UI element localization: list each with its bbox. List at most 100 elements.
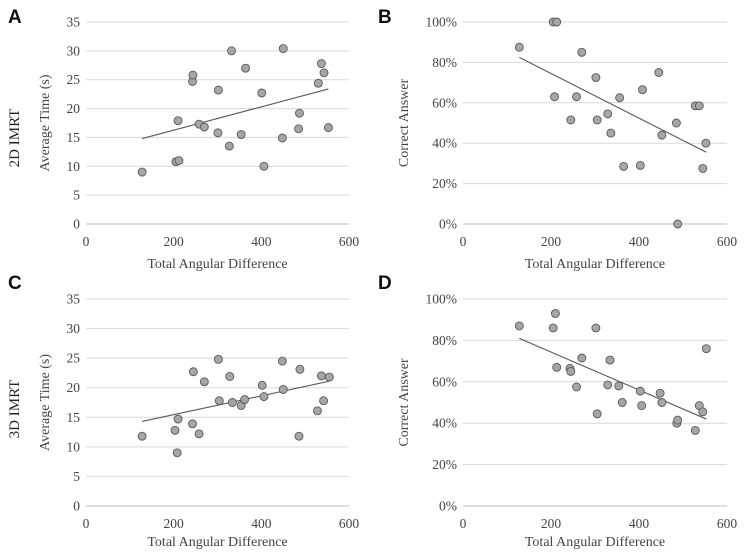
y-tick-label-a-0: 0 <box>73 217 80 232</box>
panel-letter-c: C <box>8 273 22 294</box>
data-point-b-17 <box>671 118 681 128</box>
y-axis-title-a: Average Time (s) <box>38 74 53 171</box>
data-point-a-11 <box>227 46 236 56</box>
data-point-d-16 <box>655 388 665 398</box>
data-point-b-2 <box>552 17 562 27</box>
data-point-a-12 <box>236 130 246 139</box>
y-tick-label-d-1: 20% <box>432 457 457 472</box>
data-point-a-15 <box>259 161 269 171</box>
data-point-a-18 <box>294 124 304 134</box>
x-tick-label-c-0: 0 <box>83 516 90 531</box>
data-point-a-14 <box>257 88 267 98</box>
data-point-d-3 <box>552 362 562 372</box>
y-tick-label-b-3: 60% <box>432 95 457 110</box>
data-point-c-4 <box>188 419 197 429</box>
data-point-a-9 <box>213 85 223 95</box>
x-axis-title-c: Total Angular Difference <box>147 535 287 550</box>
y-tick-label-d-2: 40% <box>432 416 457 431</box>
data-point-c-2 <box>172 448 182 458</box>
y-tick-label-d-4: 80% <box>432 333 457 348</box>
data-point-c-7 <box>199 377 209 387</box>
x-tick-label-a-0: 0 <box>83 234 90 249</box>
row-label-2d-imrt: 2D IMRT <box>7 109 23 168</box>
data-point-c-0 <box>137 431 147 441</box>
data-point-b-15 <box>654 68 664 77</box>
data-point-a-0 <box>137 167 147 177</box>
data-point-d-2 <box>550 309 560 318</box>
y-tick-label-b-0: 0% <box>439 217 457 232</box>
trendline-b <box>519 56 707 153</box>
x-tick-label-a-1: 200 <box>164 234 185 249</box>
x-tick-label-b-2: 400 <box>629 234 650 249</box>
panel-letter-b: B <box>378 7 392 28</box>
data-point-d-9 <box>592 409 602 419</box>
data-point-b-10 <box>606 128 616 138</box>
data-point-d-14 <box>635 386 645 396</box>
data-point-c-21 <box>316 371 326 381</box>
y-tick-label-a-3: 15 <box>67 130 81 145</box>
data-point-c-9 <box>214 396 224 406</box>
data-point-a-8 <box>213 128 223 138</box>
data-point-d-8 <box>591 323 601 333</box>
y-tick-label-b-4: 80% <box>432 55 457 70</box>
x-tick-label-a-2: 400 <box>251 234 272 249</box>
data-point-b-8 <box>592 115 602 125</box>
trendline-a <box>141 88 329 140</box>
data-point-a-3 <box>173 116 183 126</box>
data-point-b-12 <box>619 161 629 171</box>
trendline-d <box>519 337 707 420</box>
data-point-c-11 <box>227 398 237 407</box>
data-point-d-10 <box>603 380 613 390</box>
data-point-c-15 <box>259 392 269 402</box>
x-tick-label-c-2: 400 <box>251 516 272 531</box>
data-point-b-0 <box>514 42 524 52</box>
data-point-d-23 <box>701 344 711 354</box>
data-point-b-21 <box>698 163 708 173</box>
data-point-c-1 <box>170 425 180 435</box>
data-point-a-16 <box>277 133 287 143</box>
y-tick-label-c-3: 15 <box>67 410 81 425</box>
data-point-a-17 <box>278 44 288 53</box>
data-point-d-15 <box>637 401 647 411</box>
data-point-c-8 <box>213 354 223 364</box>
data-point-b-16 <box>657 130 667 140</box>
y-tick-label-a-4: 20 <box>67 101 81 116</box>
data-point-c-6 <box>194 429 204 439</box>
data-point-c-16 <box>277 356 287 366</box>
panel-letter-d: D <box>378 273 392 294</box>
y-tick-label-c-0: 0 <box>73 499 80 514</box>
panel-b-correct-2d: B 0% 20% 40% 60% 80% 100% 0 200 400 600 Total Angul… <box>378 7 737 272</box>
data-point-d-17 <box>657 398 667 407</box>
data-point-c-3 <box>173 414 183 424</box>
data-point-a-10 <box>224 141 234 151</box>
panel-letter-a: A <box>8 7 22 28</box>
data-point-a-19 <box>295 108 304 118</box>
y-axis-title-b: Correct Answer <box>397 79 412 168</box>
data-point-b-20 <box>694 101 704 111</box>
data-point-d-12 <box>614 381 624 391</box>
data-point-a-23 <box>323 123 333 133</box>
panel-c-time-3d: C 0 5 10 15 20 25 30 35 0 200 400 600 Total Angular D… <box>8 273 359 550</box>
data-point-c-22 <box>319 396 329 406</box>
y-axis-title-d: Correct Answer <box>397 358 412 447</box>
x-axis-title-a: Total Angular Difference <box>147 257 287 272</box>
data-point-b-9 <box>603 109 613 119</box>
x-tick-label-a-3: 600 <box>339 234 360 249</box>
data-point-a-21 <box>316 59 326 69</box>
row-label-3d-imrt: 3D IMRT <box>7 380 23 439</box>
x-tick-label-c-1: 200 <box>164 516 185 531</box>
data-point-b-4 <box>566 115 576 125</box>
data-point-b-7 <box>591 73 601 83</box>
y-tick-label-a-7: 35 <box>67 15 81 30</box>
y-tick-label-d-0: 0% <box>439 499 457 514</box>
data-point-d-0 <box>514 321 524 331</box>
data-point-d-5 <box>566 367 576 376</box>
x-tick-label-c-3: 600 <box>339 516 360 531</box>
x-tick-label-b-3: 600 <box>717 234 738 249</box>
data-point-a-20 <box>313 78 323 88</box>
data-point-d-6 <box>572 382 581 392</box>
data-point-c-23 <box>324 372 334 382</box>
y-tick-label-c-4: 20 <box>67 380 81 395</box>
data-point-b-14 <box>638 85 647 95</box>
